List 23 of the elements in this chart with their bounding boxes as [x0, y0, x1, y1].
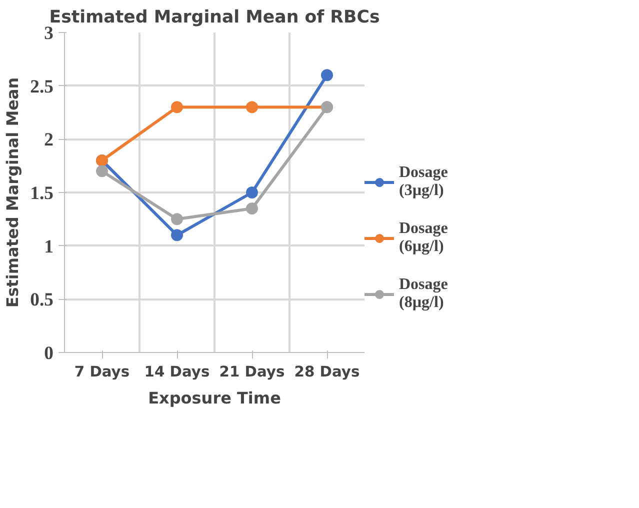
point — [246, 202, 258, 214]
point — [171, 101, 183, 114]
y-tick-label: 1 — [44, 236, 54, 258]
y-axis-title: Estimated Marginal Mean — [3, 77, 22, 308]
point — [171, 229, 183, 242]
point — [246, 101, 258, 114]
x-tick-label: 7 Days — [74, 364, 130, 380]
point — [321, 69, 333, 82]
point — [96, 165, 108, 178]
x-axis-title: Exposure Time — [148, 388, 282, 408]
x-tick-label: 14 Days — [144, 364, 210, 380]
y-tick-label: 2 — [44, 130, 54, 151]
point — [246, 186, 258, 198]
legend-label: Dosage (8µg/l) — [399, 276, 448, 312]
y-tick-label: 1.5 — [30, 183, 54, 204]
x-tick-label: 21 Days — [219, 364, 285, 380]
legend-label: Dosage (3µg/l) — [399, 164, 448, 200]
y-tick-label: 0 — [44, 343, 54, 364]
legend-label: Dosage (6µg/l) — [399, 220, 448, 256]
point — [171, 213, 183, 226]
y-tick-label: 0.5 — [30, 290, 54, 311]
x-tick-label: 28 Days — [294, 364, 360, 380]
y-tick-label: 2.5 — [30, 76, 54, 98]
